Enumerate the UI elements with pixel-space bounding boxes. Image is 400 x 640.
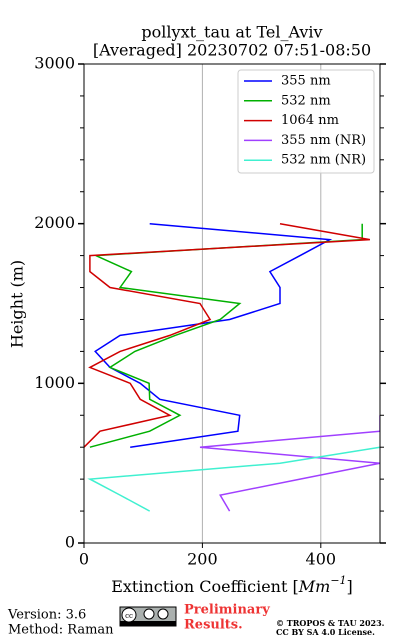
x-tick-label: 200 xyxy=(187,550,218,569)
cc-logo: cc xyxy=(119,606,177,627)
x-tick-label: 0 xyxy=(79,550,89,569)
svg-text:cc: cc xyxy=(125,612,133,620)
status-line: Results. xyxy=(184,618,243,633)
plot-frame xyxy=(83,63,381,544)
y-axis-label: Height (m) xyxy=(8,260,27,348)
y-tick-label: 2000 xyxy=(34,213,75,232)
legend-label: 355 nm xyxy=(281,74,331,89)
legend-label: 1064 nm xyxy=(281,113,339,128)
x-axis-label-exponent: −1 xyxy=(330,574,346,587)
profile-line xyxy=(89,223,363,448)
profile-line xyxy=(200,383,380,511)
y-tick-label: 0 xyxy=(65,533,75,552)
method: Method: Raman xyxy=(8,623,114,638)
legend-label: 355 nm (NR) xyxy=(281,133,366,148)
x-axis-label: Extinction Coefficient [Mm−1] xyxy=(111,574,353,596)
x-axis-label-text: Extinction Coefficient [ xyxy=(111,577,299,596)
legend-label: 532 nm (NR) xyxy=(281,153,366,168)
x-tick-label: 400 xyxy=(306,550,337,569)
profile-line xyxy=(84,222,371,448)
chart-subtitle: [Averaged] 20230702 07:51-08:50 xyxy=(93,41,371,60)
legend-label: 532 nm xyxy=(281,93,331,108)
version: Version: 3.6 xyxy=(7,608,86,623)
y-tick-label: 1000 xyxy=(34,373,75,392)
profile-line xyxy=(94,222,333,448)
license: CC BY SA 4.0 License. xyxy=(276,627,375,637)
legend-box xyxy=(237,69,375,174)
profile-line xyxy=(87,446,380,512)
x-axis-label-unit: Mm xyxy=(298,577,331,596)
chart-title: pollyxt_tau at Tel_Aviv xyxy=(141,23,322,42)
y-tick-label: 3000 xyxy=(34,54,75,73)
copyright: © TROPOS & TAU 2023. xyxy=(276,618,385,628)
x-axis-label-close: ] xyxy=(347,577,353,596)
status-line: Preliminary xyxy=(184,603,270,618)
